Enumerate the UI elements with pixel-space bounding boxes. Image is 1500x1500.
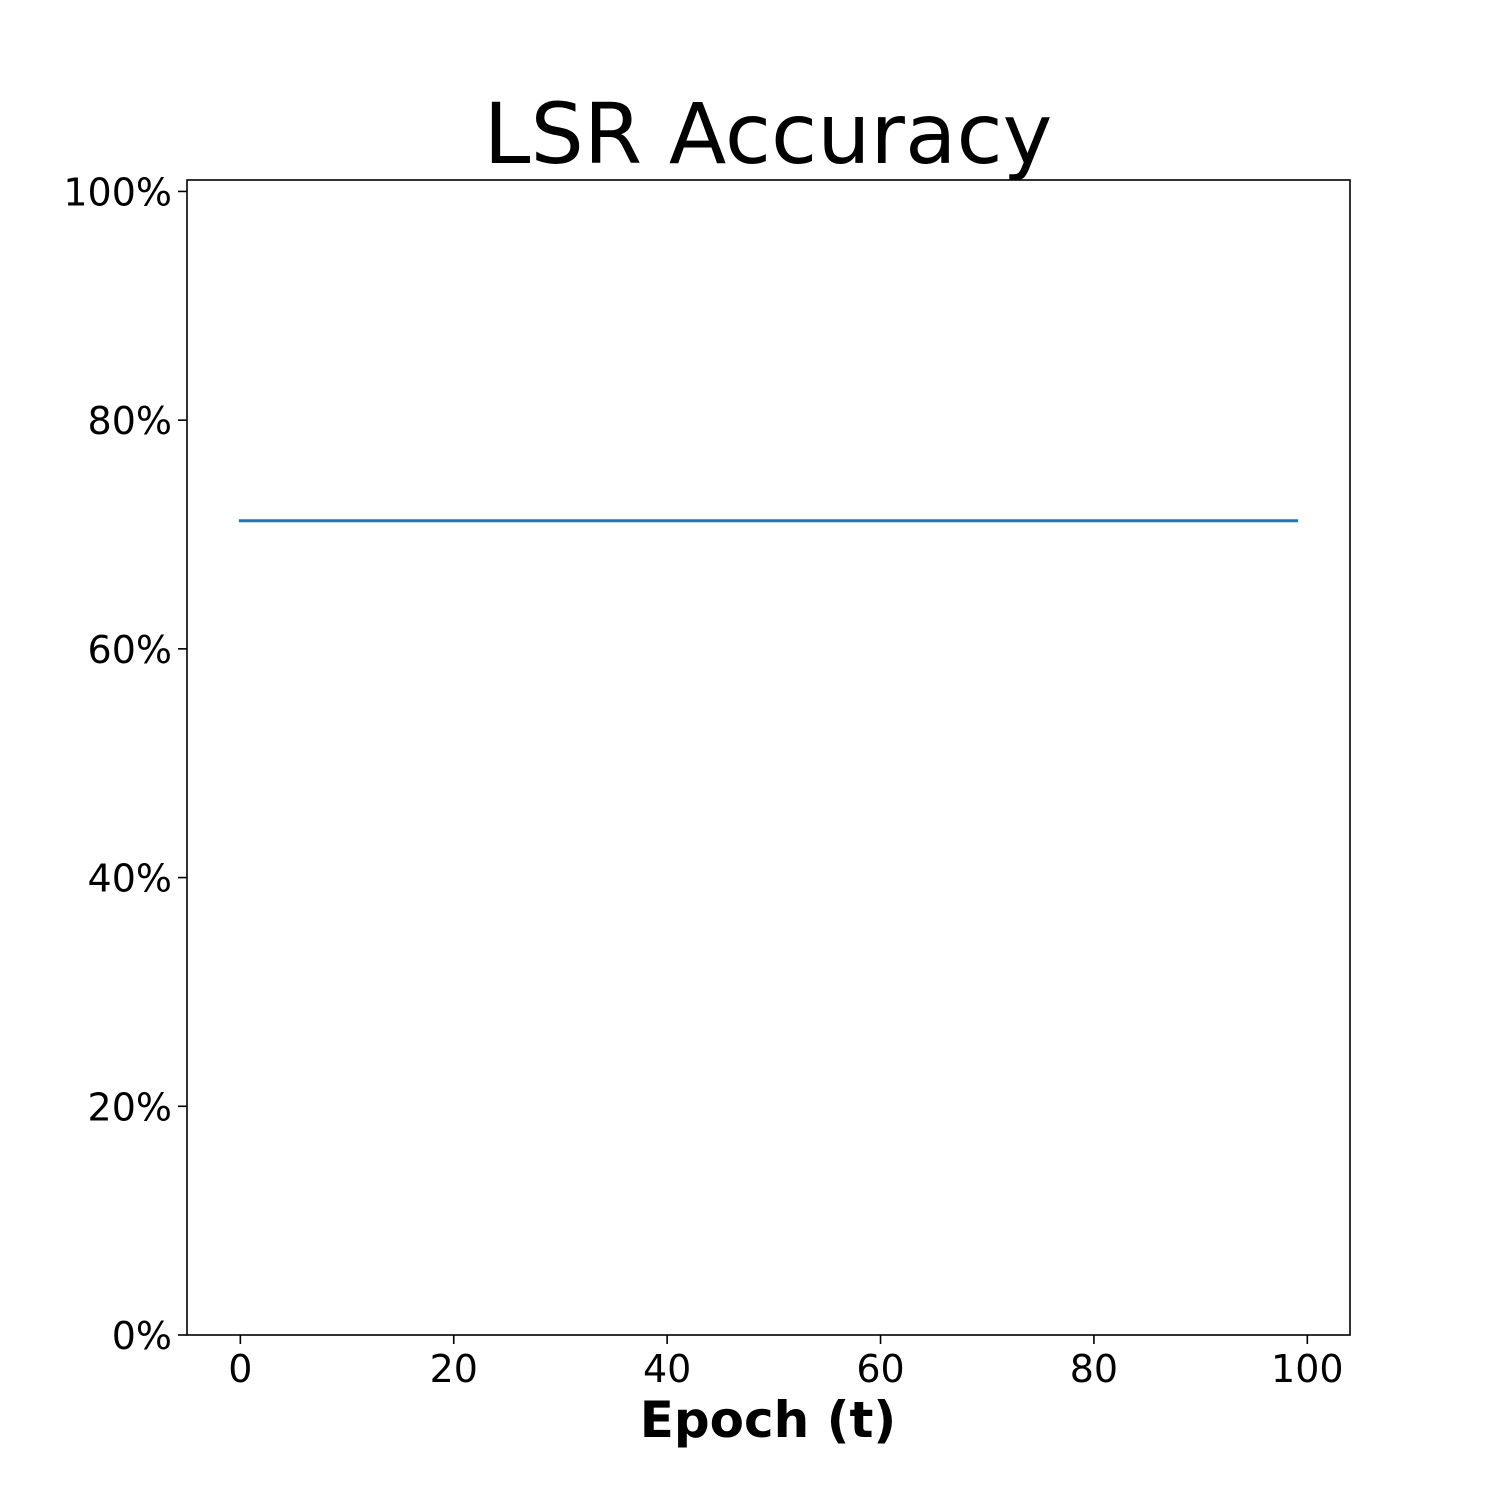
plot-area bbox=[187, 180, 1350, 1335]
x-axis-ticks: 0 20 40 60 80 100 bbox=[228, 1335, 1344, 1391]
x-tick-label: 80 bbox=[1070, 1347, 1118, 1391]
y-tick-label: 40% bbox=[88, 857, 172, 901]
x-tick-label: 60 bbox=[856, 1347, 904, 1391]
y-tick-label: 80% bbox=[88, 399, 172, 443]
y-tick-label: 100% bbox=[63, 170, 172, 214]
y-axis-ticks: 0% 20% 40% 60% 80% 100% bbox=[63, 170, 187, 1358]
x-tick-label: 40 bbox=[643, 1347, 691, 1391]
chart-title: LSR Accuracy bbox=[484, 85, 1053, 183]
x-tick-label: 100 bbox=[1271, 1347, 1344, 1391]
y-tick-label: 60% bbox=[88, 628, 172, 672]
plot-frame bbox=[186, 179, 1351, 1336]
y-tick-label: 0% bbox=[112, 1314, 172, 1358]
x-tick-label: 20 bbox=[430, 1347, 478, 1391]
y-tick-label: 20% bbox=[88, 1085, 172, 1129]
x-axis-label: Epoch (t) bbox=[640, 1391, 897, 1449]
x-tick-label: 0 bbox=[228, 1347, 252, 1391]
